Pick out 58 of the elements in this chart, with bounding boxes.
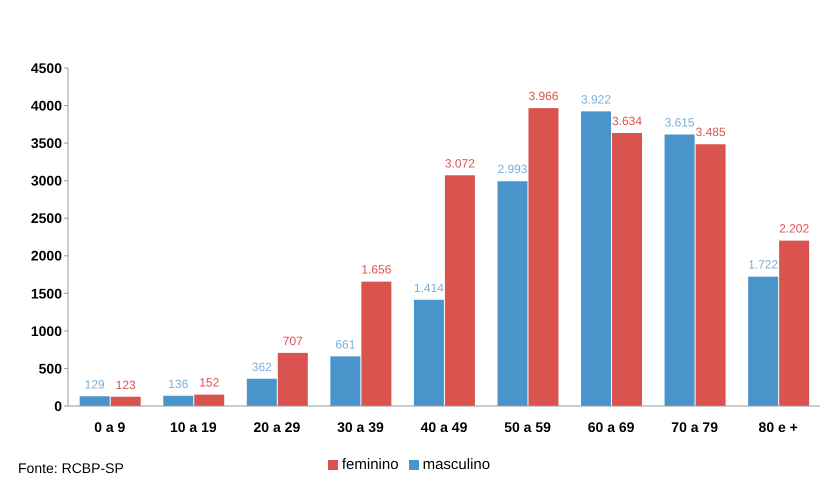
bar [581,111,612,406]
data-label: 123 [116,378,136,392]
y-tick-label: 2500 [30,210,62,226]
bar [110,396,141,406]
source-note: Fonte: RCBP-SP [18,460,124,476]
bar [163,396,194,406]
bar [779,240,810,406]
y-tick-label: 4500 [30,60,62,76]
y-tick-label: 3000 [30,172,62,189]
y-tick-label: 1000 [30,322,62,339]
data-label: 3.634 [612,114,642,128]
bar [194,394,224,406]
data-label: 129 [84,377,106,392]
bar [497,181,528,406]
bar [330,356,360,406]
data-label: 1.414 [414,280,444,295]
y-tick-label: 4000 [30,98,62,114]
data-label: 2.202 [779,222,810,236]
data-label: 661 [335,337,356,352]
bar [414,300,444,406]
x-tick-label: 60 a 69 [588,418,635,435]
x-tick-label: 10 a 19 [170,418,217,435]
bar [361,282,392,406]
x-tick-label: 80 e + [758,418,798,435]
bar [444,175,475,406]
legend-label: feminino [342,456,399,473]
data-label: 2.993 [497,162,528,176]
y-tick-label: 0 [54,398,62,414]
x-tick-label: 30 a 39 [337,418,384,435]
bar [748,276,778,406]
x-tick-label: 40 a 49 [420,418,468,435]
data-label: 362 [252,360,272,374]
bar [278,352,308,406]
y-tick-label: 3500 [30,135,62,152]
y-tick-label: 2000 [30,248,62,264]
data-label: 3.966 [528,89,559,104]
legend-label: masculino [422,456,490,473]
x-tick-label: 20 a 29 [254,418,300,435]
data-label: 1.722 [748,258,778,272]
bar [80,396,110,406]
data-label: 3.485 [696,125,726,140]
bar [528,108,558,406]
x-tick-label: 50 a 59 [504,418,552,435]
data-label: 3.922 [581,92,612,106]
bar [246,378,277,406]
data-label: 136 [168,376,189,391]
data-label: 152 [199,376,220,390]
x-tick-label: 0 a 9 [94,418,126,435]
data-label: 1.656 [361,262,392,277]
x-tick-label: 70 a 79 [671,418,718,435]
data-label: 3.615 [664,115,695,130]
bar [664,134,695,406]
y-tick-label: 500 [38,360,62,376]
data-label: 3.072 [444,156,476,170]
bar [612,133,642,406]
y-tick-label: 1500 [30,285,62,302]
data-label: 707 [282,334,304,348]
bar [696,144,726,406]
